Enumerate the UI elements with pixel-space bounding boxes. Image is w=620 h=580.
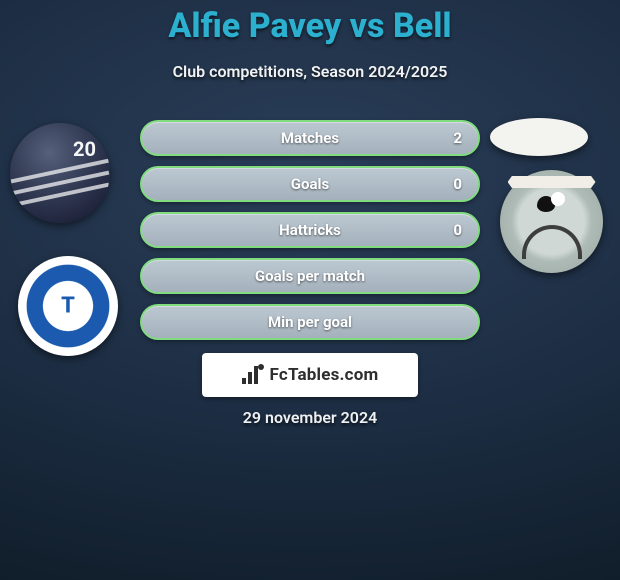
decoration-ribbon: [508, 176, 596, 188]
fctables-icon: [242, 366, 264, 384]
stats-container: Matches 2 Goals 0 Hattricks 0 Goals per …: [140, 120, 480, 340]
stat-row: Hattricks 0: [140, 212, 480, 248]
page-title: Alfie Pavey vs Bell: [0, 6, 620, 46]
date-label: 29 november 2024: [0, 408, 620, 427]
stat-label: Goals per match: [255, 267, 365, 285]
stat-label: Matches: [281, 129, 339, 147]
decoration-stripe: [11, 159, 110, 184]
player-left-number: 20: [73, 137, 96, 161]
club-crest-left: [18, 256, 118, 356]
attribution-text: FcTables.com: [270, 365, 379, 385]
attribution-box: FcTables.com: [202, 353, 418, 397]
subtitle: Club competitions, Season 2024/2025: [0, 62, 620, 81]
stat-row: Goals per match: [140, 258, 480, 294]
stat-row: Goals 0: [140, 166, 480, 202]
player-right-placeholder: [490, 118, 588, 156]
decoration-stripe: [11, 183, 110, 208]
stat-val-right: 0: [453, 175, 462, 193]
stat-label: Min per goal: [268, 313, 352, 331]
player-left-photo: 20: [10, 123, 110, 223]
club-crest-right: [500, 170, 603, 273]
decoration-arch: [522, 225, 582, 259]
decoration-bird: [537, 192, 567, 216]
stat-row: Min per goal: [140, 304, 480, 340]
stat-label: Hattricks: [279, 221, 341, 239]
stat-label: Goals: [291, 175, 329, 193]
decoration-stripe: [11, 171, 110, 196]
stat-val-right: 2: [453, 129, 462, 147]
stat-val-right: 0: [453, 221, 462, 239]
stat-row: Matches 2: [140, 120, 480, 156]
